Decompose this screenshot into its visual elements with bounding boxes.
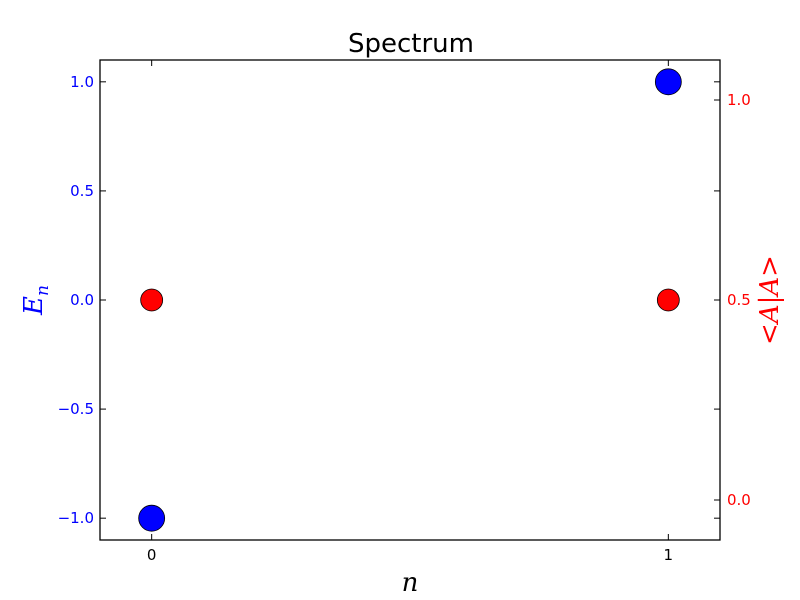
plot-frame <box>99 59 721 541</box>
energy-point <box>138 504 166 532</box>
left-axis-label: En <box>19 285 53 316</box>
right-axis-ticks: 0.0 0.5 1.0 <box>714 91 751 509</box>
left-tick-label: −0.5 <box>58 400 94 418</box>
right-tick-label: 1.0 <box>727 91 751 109</box>
chart-title: Spectrum <box>348 29 474 59</box>
right-tick-label: 0.5 <box>727 291 751 309</box>
x-tick-label: 0 <box>147 546 157 564</box>
energy-point <box>654 68 682 96</box>
right-tick-label: 0.0 <box>727 491 751 509</box>
data-points <box>138 68 682 532</box>
left-tick-label: 0.0 <box>70 291 94 309</box>
left-tick-label: 0.5 <box>70 182 94 200</box>
expectation-point <box>656 288 680 312</box>
expectation-point <box>140 288 164 312</box>
x-tick-label: 1 <box>664 546 674 564</box>
right-axis-label: <A|A> <box>755 255 785 345</box>
x-axis-label: n <box>402 568 419 598</box>
left-axis-ticks: −1.0 −0.5 0.0 0.5 1.0 <box>58 73 720 527</box>
left-tick-label: −1.0 <box>58 509 94 527</box>
left-tick-label: 1.0 <box>70 73 94 91</box>
